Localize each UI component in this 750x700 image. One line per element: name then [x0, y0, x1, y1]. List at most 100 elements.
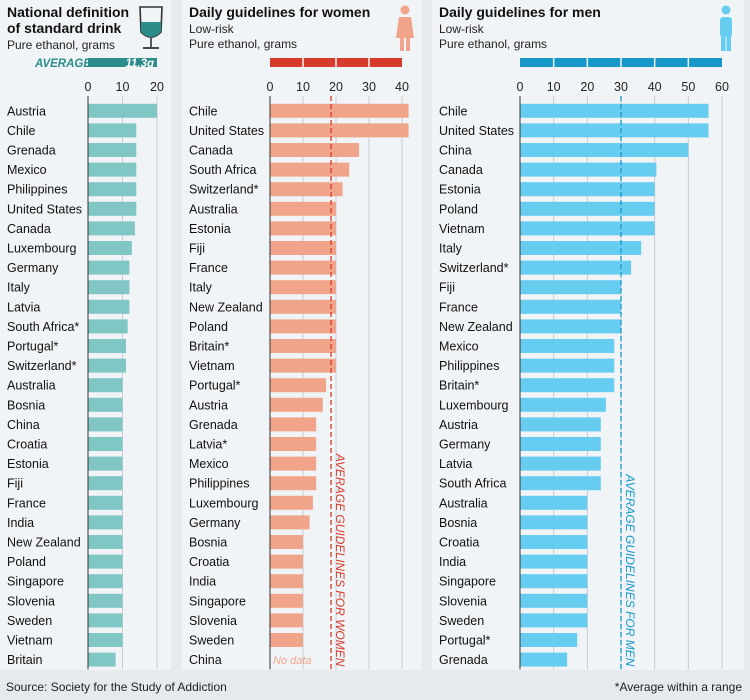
category-label: New Zealand — [439, 320, 513, 334]
category-label: Grenada — [439, 653, 488, 667]
panel-women: Daily guidelines for women Low-risk Pure… — [182, 0, 422, 670]
bar — [88, 633, 123, 647]
bar — [88, 241, 132, 255]
chart-title: Daily guidelines for women — [189, 4, 371, 20]
panel-men: Daily guidelines for men Low-risk Pure e… — [432, 0, 744, 670]
category-label: Sweden — [7, 614, 52, 628]
no-data-label: No data — [273, 655, 312, 667]
category-label: Austria — [7, 104, 46, 118]
category-label: Philippines — [189, 477, 249, 491]
category-label: Mexico — [189, 457, 229, 471]
tick-label: 30 — [362, 80, 376, 94]
bar — [88, 339, 126, 353]
average-value: 11.3g — [125, 58, 154, 70]
category-label: Estonia — [189, 222, 231, 236]
category-label: China — [189, 653, 222, 667]
bar — [520, 535, 588, 549]
category-label: Bosnia — [189, 536, 227, 550]
category-label: Latvia — [439, 457, 472, 471]
bar — [88, 103, 157, 118]
category-label: Chile — [7, 124, 36, 138]
bar — [88, 613, 123, 628]
bar — [520, 123, 709, 138]
category-label: Vietnam — [189, 359, 235, 373]
bar — [270, 378, 327, 393]
category-label: Croatia — [439, 536, 479, 550]
category-label: France — [439, 300, 478, 314]
bar — [520, 241, 642, 255]
bar — [88, 358, 126, 373]
tick-label: 50 — [681, 80, 695, 94]
category-label: Canada — [439, 163, 483, 177]
bar — [270, 593, 303, 608]
source-note: Source: Society for the Study of Addicti… — [6, 680, 227, 694]
category-label: South Africa — [439, 477, 506, 491]
category-label: Portugal* — [189, 379, 241, 393]
category-label: Switzerland* — [439, 261, 509, 275]
bar — [88, 437, 123, 451]
tick-label: 20 — [329, 80, 343, 94]
category-label: Switzerland* — [189, 183, 259, 197]
category-label: Slovenia — [7, 594, 55, 608]
bar — [270, 299, 336, 314]
bar — [520, 299, 621, 314]
category-label: Poland — [189, 320, 228, 334]
category-label: Austria — [439, 418, 478, 432]
bar — [520, 593, 588, 608]
bar — [270, 515, 310, 530]
category-label: Sweden — [189, 634, 234, 648]
bar — [270, 143, 360, 157]
category-label: New Zealand — [189, 300, 263, 314]
category-label: China — [439, 144, 472, 158]
bar — [520, 574, 588, 589]
bar — [270, 574, 303, 589]
bar — [520, 201, 655, 216]
chart-subtitle: Low-risk Pure ethanol, grams — [439, 22, 548, 51]
bar — [88, 378, 123, 393]
bar — [88, 162, 137, 177]
bar — [520, 378, 615, 393]
category-label: Singapore — [189, 594, 246, 608]
category-label: Luxembourg — [439, 398, 509, 412]
bar — [270, 221, 336, 236]
category-label: Philippines — [439, 359, 499, 373]
tick-label: 10 — [116, 80, 130, 94]
bar — [270, 456, 317, 471]
category-label: Singapore — [7, 575, 64, 589]
category-label: Singapore — [439, 575, 496, 589]
bar — [88, 397, 123, 412]
category-label: France — [7, 496, 46, 510]
category-label: Latvia — [7, 300, 40, 314]
category-label: Chile — [439, 104, 468, 118]
bar — [88, 260, 130, 275]
bar — [88, 535, 123, 549]
bar — [270, 162, 350, 177]
category-label: Canada — [7, 222, 51, 236]
bar — [520, 221, 655, 236]
category-label: Fiji — [439, 281, 455, 295]
category-label: Italy — [439, 242, 463, 256]
category-label: Grenada — [189, 418, 238, 432]
bar — [270, 476, 317, 491]
category-label: India — [439, 555, 466, 569]
category-label: Fiji — [189, 242, 205, 256]
category-label: Germany — [439, 438, 491, 452]
tick-label: 40 — [395, 80, 409, 94]
category-label: Luxembourg — [189, 496, 259, 510]
chart-women: 0 10 20 30 40 Chile United States Canada South A… — [189, 5, 414, 670]
bar — [520, 652, 568, 667]
tick-label: 60 — [715, 80, 729, 94]
bar — [88, 221, 135, 236]
category-label: Germany — [7, 261, 59, 275]
bar — [270, 633, 303, 647]
panel-standard-drink: National definition of standard drink Pu… — [0, 0, 171, 670]
tick-label: 0 — [517, 80, 524, 94]
category-label: India — [189, 575, 216, 589]
category-label: Chile — [189, 104, 218, 118]
bar — [520, 162, 657, 177]
bar — [520, 417, 601, 432]
category-label: Estonia — [7, 457, 49, 471]
bar — [520, 339, 615, 353]
bar — [88, 476, 123, 491]
category-label: Australia — [189, 202, 238, 216]
